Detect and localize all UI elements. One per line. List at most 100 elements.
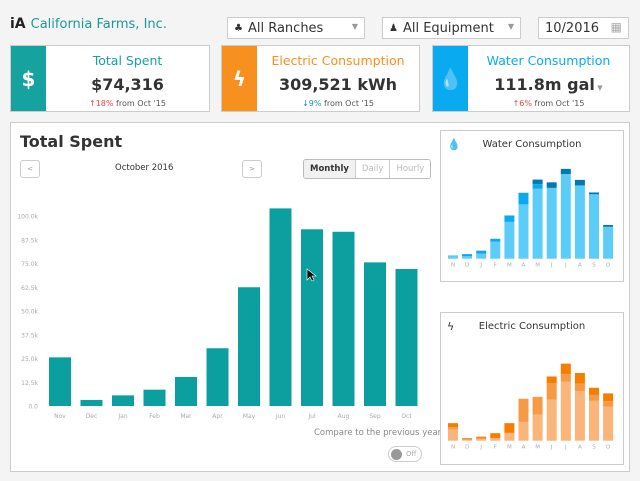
y-tick-label: 62.5k [21, 285, 38, 292]
bar-segment [462, 256, 473, 259]
bar-segment [546, 182, 557, 188]
bar-segment [574, 373, 585, 384]
bar [395, 269, 418, 406]
page-title: Total Spent [20, 132, 123, 151]
bar-segment [560, 373, 571, 382]
bar-segment [532, 188, 543, 259]
x-tick-label: Oct [401, 413, 412, 420]
y-tick-label: 25.0k [21, 356, 38, 363]
bar-segment [448, 429, 458, 441]
x-tick-label: J [479, 445, 482, 451]
x-tick-label: Dec [86, 413, 98, 420]
x-tick-label: J [550, 263, 553, 269]
x-tick-label: Jun [275, 413, 286, 420]
toggle-label: Off [406, 450, 417, 458]
kpi-title: Electric Consumption [271, 53, 405, 68]
ranch-icon: ♣ [234, 22, 243, 34]
calendar-icon: ▦ [610, 20, 622, 34]
bar-segment [589, 387, 599, 395]
bar-segment [589, 192, 599, 195]
bar-segment [546, 376, 557, 384]
bar-segment [574, 391, 585, 441]
x-tick-label: F [494, 445, 497, 451]
x-tick-label: J [550, 445, 553, 451]
bar-segment [448, 255, 458, 259]
x-tick-label: A [522, 445, 526, 451]
bar [143, 389, 166, 406]
compare-toggle[interactable]: Off [388, 446, 422, 462]
x-tick-label: M [535, 263, 540, 269]
water-chart-title: Water Consumption [482, 139, 582, 150]
bar-segment [546, 383, 557, 400]
dollar-icon: $ [11, 46, 46, 111]
chevron-down-icon: ▼ [507, 22, 514, 31]
brand[interactable]: iA California Farms, Inc. [10, 16, 167, 32]
logo: iA [10, 16, 26, 32]
bar-segment [560, 363, 571, 374]
bar-segment [603, 401, 614, 407]
x-tick-label: D [465, 445, 469, 451]
bar-segment [476, 437, 487, 440]
ranch-select[interactable]: ♣ All Ranches ▼ [227, 17, 365, 39]
bar [332, 231, 355, 406]
x-tick-label: Feb [149, 413, 160, 420]
x-tick-label: N [451, 445, 455, 451]
bar-segment [504, 221, 515, 259]
bar-segment [518, 398, 529, 422]
x-tick-label: A [522, 263, 526, 269]
x-tick-label: S [592, 263, 596, 269]
bar-segment [574, 179, 585, 186]
bar [301, 229, 323, 406]
tab-daily[interactable]: Daily [354, 160, 390, 178]
total-spent-chart: 0.0 12.5k 25.0k 37.5k 50.0k 62.5k 75.0k 87.5k 10… [17, 208, 418, 420]
bar-segment [518, 204, 529, 259]
water-drop-icon: 💧 [447, 138, 461, 151]
bar-segment [504, 432, 515, 441]
kpi-value: 111.8m gal ▼ [494, 75, 603, 94]
kpi-value: 309,521 kWh [278, 75, 398, 94]
x-tick-label: J [564, 263, 567, 269]
bar-segment [532, 179, 543, 185]
bar-segment [560, 168, 571, 175]
prev-period-button[interactable]: < [20, 160, 40, 178]
bar-segment [490, 241, 501, 259]
bar-segment [448, 427, 458, 430]
x-tick-label: Jul [307, 413, 316, 420]
bar-segment [476, 253, 487, 259]
kpi-card[interactable]: ϟ Electric Consumption 309,521 kWh ↓9% f… [221, 45, 420, 112]
chevron-down-icon: ▼ [351, 22, 358, 31]
date-picker[interactable]: 10/2016 ▦ [538, 17, 629, 39]
bar [364, 262, 386, 406]
bar-segment [532, 184, 543, 189]
tab-hourly[interactable]: Hourly [389, 160, 431, 178]
kpi-title: Water Consumption [486, 53, 611, 68]
x-tick-label: A [578, 263, 582, 269]
kpi-value: $74,316 [91, 75, 164, 94]
bar-segment [490, 438, 501, 441]
x-tick-label: N [451, 263, 455, 269]
bar-segment [589, 400, 599, 441]
bar-segment [462, 438, 473, 440]
x-tick-label: F [494, 263, 497, 269]
bar [112, 395, 134, 406]
next-period-button[interactable]: > [242, 160, 262, 178]
bar-segment [532, 414, 543, 441]
bar-segment [560, 381, 571, 441]
x-tick-label: A [578, 445, 582, 451]
bar-segment [448, 423, 458, 428]
x-tick-label: Aug [338, 413, 350, 420]
kpi-card[interactable]: 💧 Water Consumption 111.8m gal ▼ ↑6% fro… [432, 45, 630, 112]
equipment-select[interactable]: ♟ All Equipment ▼ [382, 17, 521, 39]
company-name: California Farms, Inc. [30, 16, 167, 32]
kpi-title: Total Spent [92, 53, 163, 68]
tab-monthly[interactable]: Monthly [304, 160, 355, 178]
y-tick-label: 50.0k [21, 309, 38, 316]
equipment-icon: ♟ [389, 22, 398, 34]
bar-segment [476, 251, 487, 254]
kpi-card[interactable]: $ Total Spent $74,316 ↑18% from Oct '15 [10, 45, 210, 112]
bar-segment [518, 421, 529, 441]
bar-segment [574, 185, 585, 259]
x-tick-label: S [592, 445, 596, 451]
